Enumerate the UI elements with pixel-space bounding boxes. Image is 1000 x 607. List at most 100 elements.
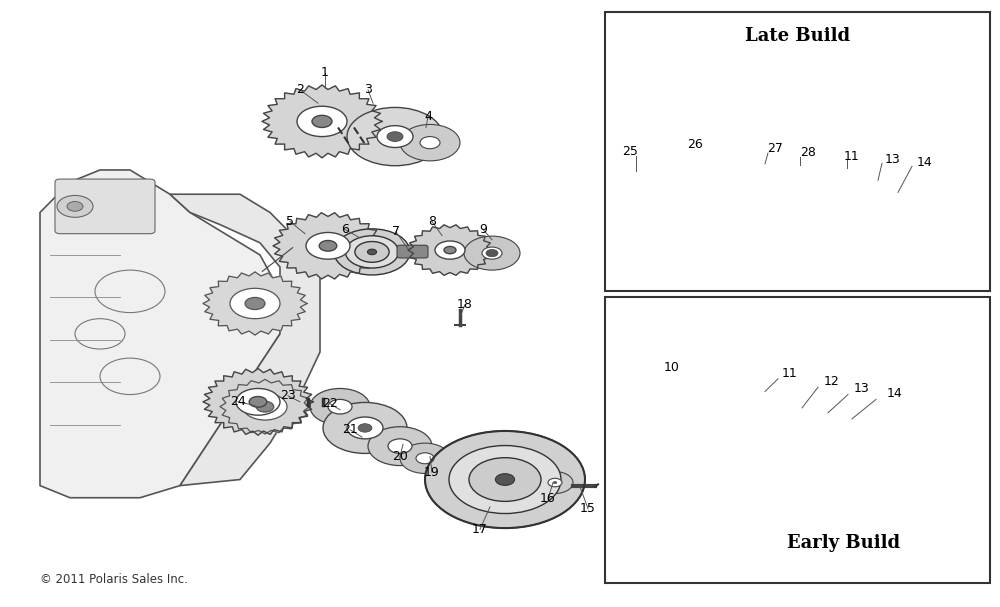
Text: 18: 18 — [457, 298, 473, 311]
Circle shape — [780, 166, 864, 217]
Text: 22: 22 — [322, 397, 338, 410]
Polygon shape — [220, 379, 310, 434]
Circle shape — [416, 453, 434, 464]
Circle shape — [435, 241, 465, 259]
Circle shape — [828, 178, 882, 211]
Text: 13: 13 — [854, 382, 870, 395]
Circle shape — [672, 391, 744, 435]
Circle shape — [400, 124, 460, 161]
Circle shape — [650, 178, 674, 192]
Text: 6: 6 — [341, 223, 349, 236]
Circle shape — [728, 405, 762, 426]
FancyBboxPatch shape — [55, 179, 155, 234]
Text: 24: 24 — [230, 395, 246, 409]
Circle shape — [334, 229, 410, 275]
Circle shape — [641, 392, 709, 433]
Circle shape — [400, 443, 450, 473]
Circle shape — [469, 458, 541, 501]
Circle shape — [368, 427, 432, 466]
Text: 2: 2 — [296, 83, 304, 97]
Circle shape — [347, 107, 443, 166]
Circle shape — [610, 393, 674, 432]
Circle shape — [721, 401, 775, 434]
Text: 11: 11 — [782, 367, 798, 380]
Circle shape — [306, 232, 350, 259]
Circle shape — [731, 407, 765, 428]
Circle shape — [838, 184, 872, 205]
Text: 9: 9 — [479, 223, 487, 236]
Polygon shape — [203, 368, 313, 435]
Polygon shape — [408, 225, 492, 276]
Circle shape — [629, 405, 655, 421]
Circle shape — [387, 132, 403, 141]
Circle shape — [243, 393, 287, 420]
Polygon shape — [203, 272, 307, 335]
Circle shape — [310, 388, 370, 425]
Text: 3: 3 — [364, 83, 372, 97]
Circle shape — [804, 180, 840, 202]
Circle shape — [328, 399, 352, 414]
Circle shape — [812, 418, 824, 426]
Circle shape — [420, 137, 440, 149]
Text: 17: 17 — [472, 523, 488, 536]
Circle shape — [708, 177, 736, 194]
Circle shape — [832, 416, 858, 432]
Circle shape — [367, 249, 377, 255]
Circle shape — [688, 164, 756, 206]
Circle shape — [57, 195, 93, 217]
Circle shape — [624, 180, 640, 190]
Circle shape — [632, 167, 692, 203]
Circle shape — [873, 185, 903, 203]
Text: 16: 16 — [540, 492, 556, 506]
Circle shape — [610, 172, 654, 198]
Circle shape — [854, 188, 870, 198]
Text: 1: 1 — [321, 66, 329, 80]
FancyBboxPatch shape — [605, 297, 990, 583]
Text: 28: 28 — [800, 146, 816, 160]
Circle shape — [693, 404, 723, 422]
Circle shape — [245, 297, 265, 310]
Circle shape — [249, 396, 267, 407]
Text: 14: 14 — [917, 156, 933, 169]
Circle shape — [345, 236, 399, 268]
Text: 27: 27 — [767, 142, 783, 155]
Circle shape — [230, 288, 280, 319]
Circle shape — [553, 481, 557, 484]
Circle shape — [347, 417, 383, 439]
Circle shape — [444, 246, 456, 254]
Polygon shape — [273, 212, 383, 279]
Circle shape — [297, 106, 347, 137]
Circle shape — [739, 178, 771, 198]
Polygon shape — [262, 85, 382, 158]
Text: Late Build: Late Build — [745, 27, 850, 46]
Circle shape — [743, 415, 753, 421]
Circle shape — [679, 177, 705, 193]
Circle shape — [840, 421, 850, 427]
Circle shape — [802, 412, 834, 432]
Text: 20: 20 — [392, 450, 408, 463]
Circle shape — [355, 242, 389, 262]
Text: 25: 25 — [622, 145, 638, 158]
Circle shape — [486, 249, 498, 257]
Circle shape — [323, 402, 407, 453]
Circle shape — [840, 180, 884, 206]
Polygon shape — [170, 194, 320, 486]
Circle shape — [256, 401, 274, 412]
Circle shape — [377, 126, 413, 148]
Circle shape — [319, 240, 337, 251]
Circle shape — [67, 202, 83, 211]
Text: 26: 26 — [687, 138, 703, 151]
Circle shape — [748, 165, 828, 214]
Circle shape — [425, 431, 585, 528]
Circle shape — [771, 179, 805, 200]
Circle shape — [705, 392, 785, 440]
Circle shape — [236, 388, 280, 415]
Circle shape — [358, 424, 372, 432]
Circle shape — [495, 473, 515, 486]
Circle shape — [710, 395, 786, 441]
Text: 19: 19 — [424, 466, 440, 479]
Circle shape — [482, 247, 502, 259]
Text: 13: 13 — [885, 152, 901, 166]
Circle shape — [717, 165, 793, 211]
Circle shape — [661, 404, 689, 421]
